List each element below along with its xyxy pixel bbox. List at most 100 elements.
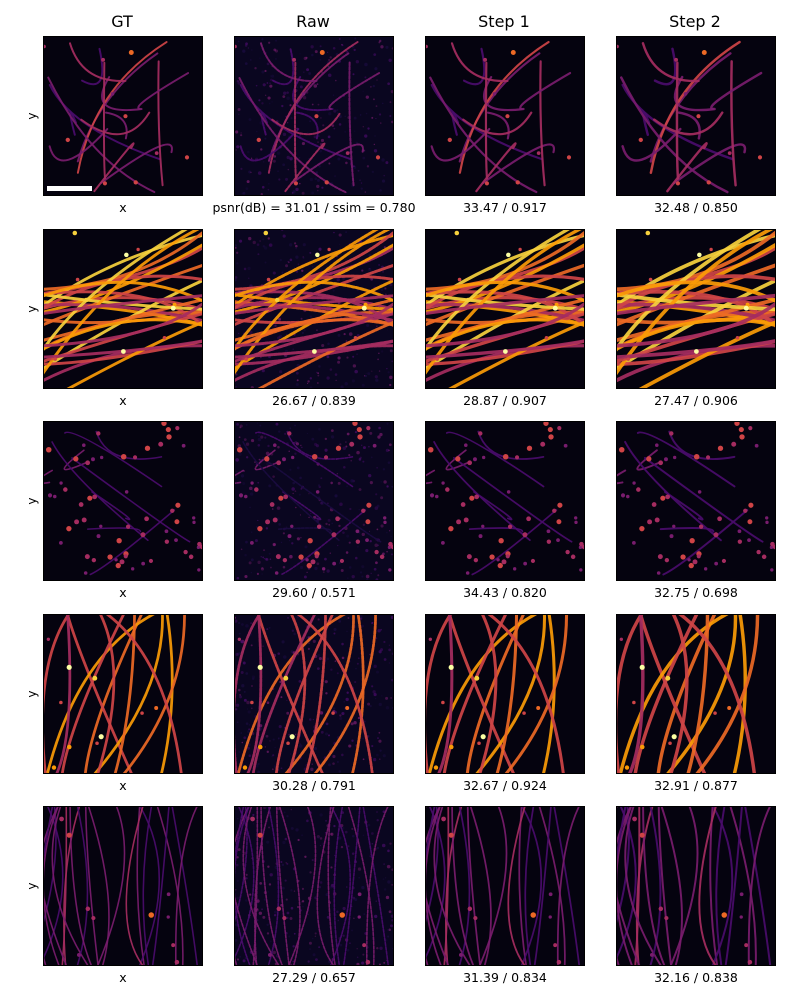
noise-speckle (344, 131, 346, 133)
bright-punctum (323, 455, 329, 460)
noise-speckle (261, 908, 263, 910)
filament (466, 807, 481, 965)
bright-punctum (124, 490, 129, 494)
panel-background (426, 422, 584, 580)
metric-caption: psnr(dB) = 31.01 / ssim = 0.780 (184, 199, 444, 217)
bright-punctum (466, 554, 472, 560)
noise-speckle (348, 566, 352, 569)
noise-speckle (311, 103, 314, 106)
noise-speckle (352, 896, 356, 900)
noise-speckle (339, 502, 343, 507)
ssim-value: 0.657 (320, 970, 356, 985)
noise-speckle (333, 632, 336, 635)
filament (137, 72, 190, 110)
bright-punctum (365, 538, 369, 542)
noise-speckle (389, 383, 392, 387)
image-panel-gt (43, 421, 203, 581)
noise-speckle (385, 531, 388, 534)
noise-speckle (336, 910, 339, 914)
noise-speckle (327, 135, 331, 139)
noise-speckle (326, 376, 330, 380)
noise-speckle (236, 652, 240, 656)
noise-speckle (252, 813, 255, 816)
filament (64, 431, 163, 488)
bright-punctum (356, 427, 362, 433)
filament (633, 615, 699, 773)
metric-caption: 32.16 / 0.838 (566, 969, 800, 987)
noise-speckle (269, 82, 271, 84)
noise-speckle (376, 670, 379, 674)
filament (542, 615, 556, 773)
filament (235, 298, 393, 342)
bright-punctum (744, 943, 749, 948)
noise-speckle (377, 435, 381, 439)
noise-speckle (244, 574, 248, 579)
metric-separator: / (498, 778, 512, 793)
bright-punctum (324, 180, 329, 185)
filament (267, 807, 280, 965)
noise-speckle (291, 487, 295, 491)
noise-speckle (260, 435, 264, 439)
bright-punctum (557, 426, 562, 431)
noise-speckle (353, 917, 355, 920)
filament (642, 111, 651, 136)
noise-speckle (292, 348, 294, 350)
noise-speckle (235, 708, 238, 711)
bright-punctum (174, 538, 178, 542)
bright-punctum (124, 252, 129, 258)
noise-speckle (319, 837, 323, 840)
noise-speckle (247, 266, 251, 271)
noise-speckle (337, 360, 341, 364)
noise-speckle (236, 856, 239, 859)
filament (617, 615, 644, 773)
noise-speckle (237, 444, 241, 448)
bright-punctum (352, 422, 358, 426)
noise-speckle (289, 468, 292, 471)
filament (44, 298, 202, 342)
noise-speckle (385, 705, 390, 710)
noise-speckle (375, 117, 377, 120)
filament (44, 243, 202, 314)
noise-speckle (350, 479, 354, 483)
noise-speckle (387, 461, 391, 464)
noise-speckle (386, 550, 388, 553)
noise-speckle (381, 695, 383, 697)
noise-speckle (318, 247, 322, 251)
bright-punctum (148, 558, 154, 564)
noise-speckle (303, 575, 307, 579)
bright-punctum (66, 664, 72, 670)
filament (44, 469, 53, 485)
noise-speckle (268, 102, 271, 105)
noise-speckle (278, 523, 282, 526)
noise-speckle (300, 444, 302, 447)
y-axis-label: y (25, 690, 39, 698)
noise-speckle (258, 911, 263, 915)
filament (329, 807, 352, 965)
noise-speckle (266, 701, 270, 704)
noise-speckle (299, 85, 303, 89)
bright-punctum (428, 637, 433, 641)
bright-punctum (365, 959, 371, 965)
filament (235, 344, 393, 382)
noise-speckle (273, 155, 277, 158)
psnr-value: 32.75 (654, 585, 690, 600)
noise-speckle (332, 289, 335, 292)
noise-speckle (333, 824, 336, 828)
noise-speckle (252, 822, 255, 825)
noise-speckle (373, 143, 376, 146)
filament (122, 615, 186, 773)
noise-speckle (318, 896, 321, 898)
filament (475, 615, 546, 773)
filament (44, 807, 60, 965)
noise-speckle (307, 647, 310, 650)
noise-speckle (278, 430, 281, 433)
bright-punctum (65, 137, 70, 143)
filament (636, 431, 736, 488)
noise-speckle (295, 733, 297, 735)
noise-speckle (375, 561, 378, 565)
noise-speckle (342, 934, 345, 937)
filament (426, 807, 436, 859)
bright-punctum (355, 539, 361, 544)
noise-speckle (281, 271, 284, 274)
bright-punctum (454, 230, 460, 236)
